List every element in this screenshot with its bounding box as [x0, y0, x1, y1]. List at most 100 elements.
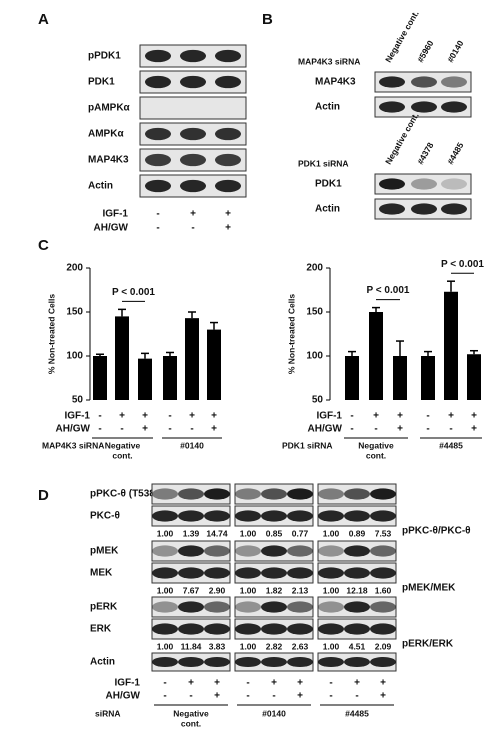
band	[344, 567, 370, 579]
treatment-sign: +	[225, 209, 231, 220]
sirna-label: PDK1 siRNA	[298, 158, 349, 168]
treatment-sign: -	[449, 424, 452, 435]
ratio-value: 11.84	[181, 641, 202, 651]
treatment-sign: +	[297, 691, 303, 702]
group-label: cont.	[366, 450, 386, 460]
treatment-sign: -	[163, 678, 166, 689]
p-value: P < 0.001	[112, 287, 155, 298]
band	[411, 101, 437, 113]
band	[344, 623, 370, 635]
treatment-label: AH/GW	[56, 424, 91, 435]
treatment-sign: +	[119, 411, 125, 422]
treatment-sign: -	[246, 691, 249, 702]
band	[180, 153, 206, 167]
bar	[393, 356, 407, 400]
row-label: Actin	[315, 204, 340, 215]
treatment-label: IGF-1	[102, 209, 128, 220]
band	[235, 510, 261, 522]
ratio-value: 0.89	[349, 528, 366, 538]
band	[215, 179, 241, 193]
treatment-sign: -	[168, 424, 171, 435]
row-label: MAP4K3	[315, 77, 356, 88]
band	[261, 623, 287, 635]
ratio-value: 1.00	[323, 641, 340, 651]
band	[180, 75, 206, 89]
band	[215, 153, 241, 167]
ratio-value: 1.82	[266, 585, 283, 595]
band	[204, 510, 230, 522]
band	[235, 656, 261, 668]
band	[152, 488, 178, 500]
band	[344, 656, 370, 668]
treatment-sign: +	[271, 678, 277, 689]
row-label: pPKC-θ (T538)	[90, 489, 158, 500]
band	[261, 510, 287, 522]
ratio-value: 1.60	[375, 585, 392, 595]
treatment-sign: +	[190, 209, 196, 220]
treatment-sign: -	[156, 209, 159, 220]
band	[370, 488, 396, 500]
band	[145, 75, 171, 89]
band	[235, 601, 261, 613]
ratio-value: 3.83	[209, 641, 226, 651]
band	[178, 656, 204, 668]
band	[370, 545, 396, 557]
band	[261, 488, 287, 500]
treatment-sign: -	[168, 411, 171, 422]
treatment-sign: +	[142, 424, 148, 435]
group-label: #0140	[262, 708, 286, 718]
band	[204, 488, 230, 500]
panel-label: C	[38, 237, 49, 254]
bar	[93, 356, 107, 400]
group-label: cont.	[181, 718, 201, 728]
band	[318, 623, 344, 635]
row-label: Actin	[90, 657, 115, 668]
band	[344, 545, 370, 557]
band	[145, 127, 171, 141]
bar	[369, 312, 383, 400]
bar	[421, 356, 435, 400]
ratio-value: 2.63	[292, 641, 309, 651]
row-label: pPDK1	[88, 51, 121, 62]
group-label: Negative	[173, 708, 209, 718]
ratio-value: 1.00	[157, 585, 174, 595]
band	[441, 178, 467, 190]
treatment-sign: -	[426, 411, 429, 422]
band	[145, 179, 171, 193]
band	[204, 623, 230, 635]
row-label: pMEK	[90, 546, 119, 557]
group-label: Negative	[105, 440, 141, 450]
band	[215, 49, 241, 63]
band	[379, 76, 405, 88]
band	[178, 623, 204, 635]
group-label: #0140	[180, 440, 204, 450]
bar	[207, 329, 221, 400]
band	[318, 488, 344, 500]
treatment-sign: -	[156, 223, 159, 234]
bar	[345, 356, 359, 400]
band	[441, 76, 467, 88]
y-tick-label: 50	[312, 395, 324, 406]
treatment-sign: -	[272, 691, 275, 702]
band	[370, 623, 396, 635]
band	[370, 601, 396, 613]
treatment-sign: -	[355, 691, 358, 702]
group-label: cont.	[112, 450, 132, 460]
treatment-sign: -	[426, 424, 429, 435]
ratio-value: 2.90	[209, 585, 226, 595]
ratio-value: 1.00	[240, 585, 257, 595]
ratio-value: 12.18	[346, 585, 368, 595]
band	[411, 203, 437, 215]
ratio-value: 2.82	[266, 641, 283, 651]
panel-label: D	[38, 487, 49, 504]
blot	[374, 173, 472, 195]
band	[318, 656, 344, 668]
treatment-label: IGF-1	[64, 411, 90, 422]
ratio-value: 1.00	[323, 528, 340, 538]
band	[287, 488, 313, 500]
band	[379, 101, 405, 113]
band	[411, 178, 437, 190]
band	[441, 101, 467, 113]
sirna-label: MAP4K3 siRNA	[298, 56, 360, 66]
band	[261, 545, 287, 557]
